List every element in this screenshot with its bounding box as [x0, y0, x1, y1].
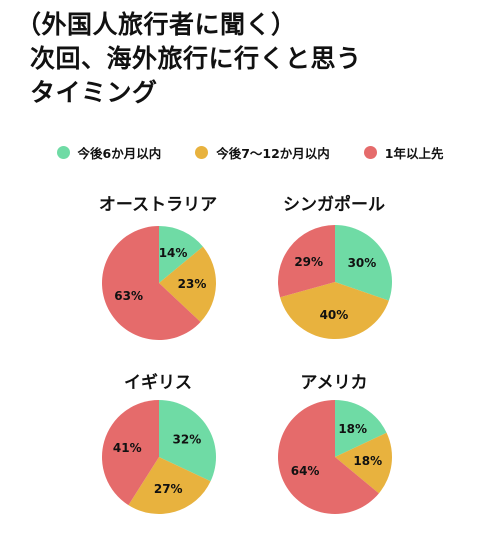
- pie-slice-7-to-12-months: [159, 246, 216, 323]
- pie-slice-within-6-months: [335, 225, 393, 301]
- legend-item-over-1-year: 1年以上先: [363, 143, 444, 162]
- pie-label-within-6-months: 30%: [348, 256, 377, 270]
- pie-chart-usa: 18% 18% 64%: [277, 400, 393, 514]
- pie-label-7-to-12-months: 27%: [154, 482, 183, 496]
- pie-label-over-1-year: 29%: [294, 255, 323, 269]
- legend-swatch-7-to-12-months: [195, 146, 209, 159]
- legend-item-within-6-months: 今後6か月以内: [56, 143, 162, 162]
- pie-label-7-to-12-months: 23%: [178, 277, 207, 291]
- pie-title-uk: イギリス: [124, 373, 192, 393]
- title-line-1: （外国人旅行者に聞く）: [16, 10, 297, 39]
- pie-slice-over-1-year: [101, 226, 201, 340]
- legend-swatch-over-1-year: [363, 146, 377, 159]
- pie-slice-over-1-year: [277, 225, 335, 298]
- pie-slice-within-6-months: [159, 226, 203, 283]
- legend-item-7-to-12-months: 今後7〜12か月以内: [195, 143, 330, 162]
- title-line-2: 次回、海外旅行に行くと思う: [30, 44, 362, 73]
- pie-label-over-1-year: 64%: [291, 464, 320, 478]
- pie-label-within-6-months: 18%: [338, 422, 367, 436]
- pie-label-over-1-year: 63%: [114, 289, 143, 303]
- pie-slice-7-to-12-months: [128, 457, 211, 515]
- pie-label-within-6-months: 14%: [159, 246, 188, 260]
- legend-swatch-within-6-months: [56, 146, 70, 159]
- pie-slice-over-1-year: [101, 400, 159, 506]
- pie-label-7-to-12-months: 18%: [353, 454, 382, 468]
- pie-title-usa: アメリカ: [300, 373, 368, 393]
- legend-label-7-to-12-months: 今後7〜12か月以内: [216, 146, 330, 161]
- legend-label-within-6-months: 今後6か月以内: [77, 146, 162, 161]
- pie-slice-7-to-12-months: [280, 282, 389, 340]
- pie-label-within-6-months: 32%: [173, 432, 202, 446]
- pie-chart-singapore: 30% 40% 29%: [277, 225, 393, 340]
- legend: 今後6か月以内 今後7〜12か月以内 1年以上先: [0, 143, 500, 162]
- pie-label-over-1-year: 41%: [113, 441, 142, 455]
- pie-slice-within-6-months: [159, 400, 217, 482]
- pie-slice-within-6-months: [335, 400, 387, 457]
- pie-slice-7-to-12-months: [335, 432, 393, 494]
- pie-slice-over-1-year: [277, 400, 379, 514]
- chart-title: （外国人旅行者に聞く） 次回、海外旅行に行くと思う タイミング: [16, 8, 362, 110]
- pie-chart-australia: 14% 23% 63%: [101, 226, 216, 340]
- legend-label-over-1-year: 1年以上先: [384, 146, 444, 161]
- pie-title-australia: オーストラリア: [98, 195, 218, 215]
- pie-label-7-to-12-months: 40%: [320, 308, 349, 322]
- title-line-3: タイミング: [30, 78, 158, 107]
- pie-chart-uk: 32% 27% 41%: [101, 400, 217, 515]
- pie-title-singapore: シンガポール: [283, 195, 385, 215]
